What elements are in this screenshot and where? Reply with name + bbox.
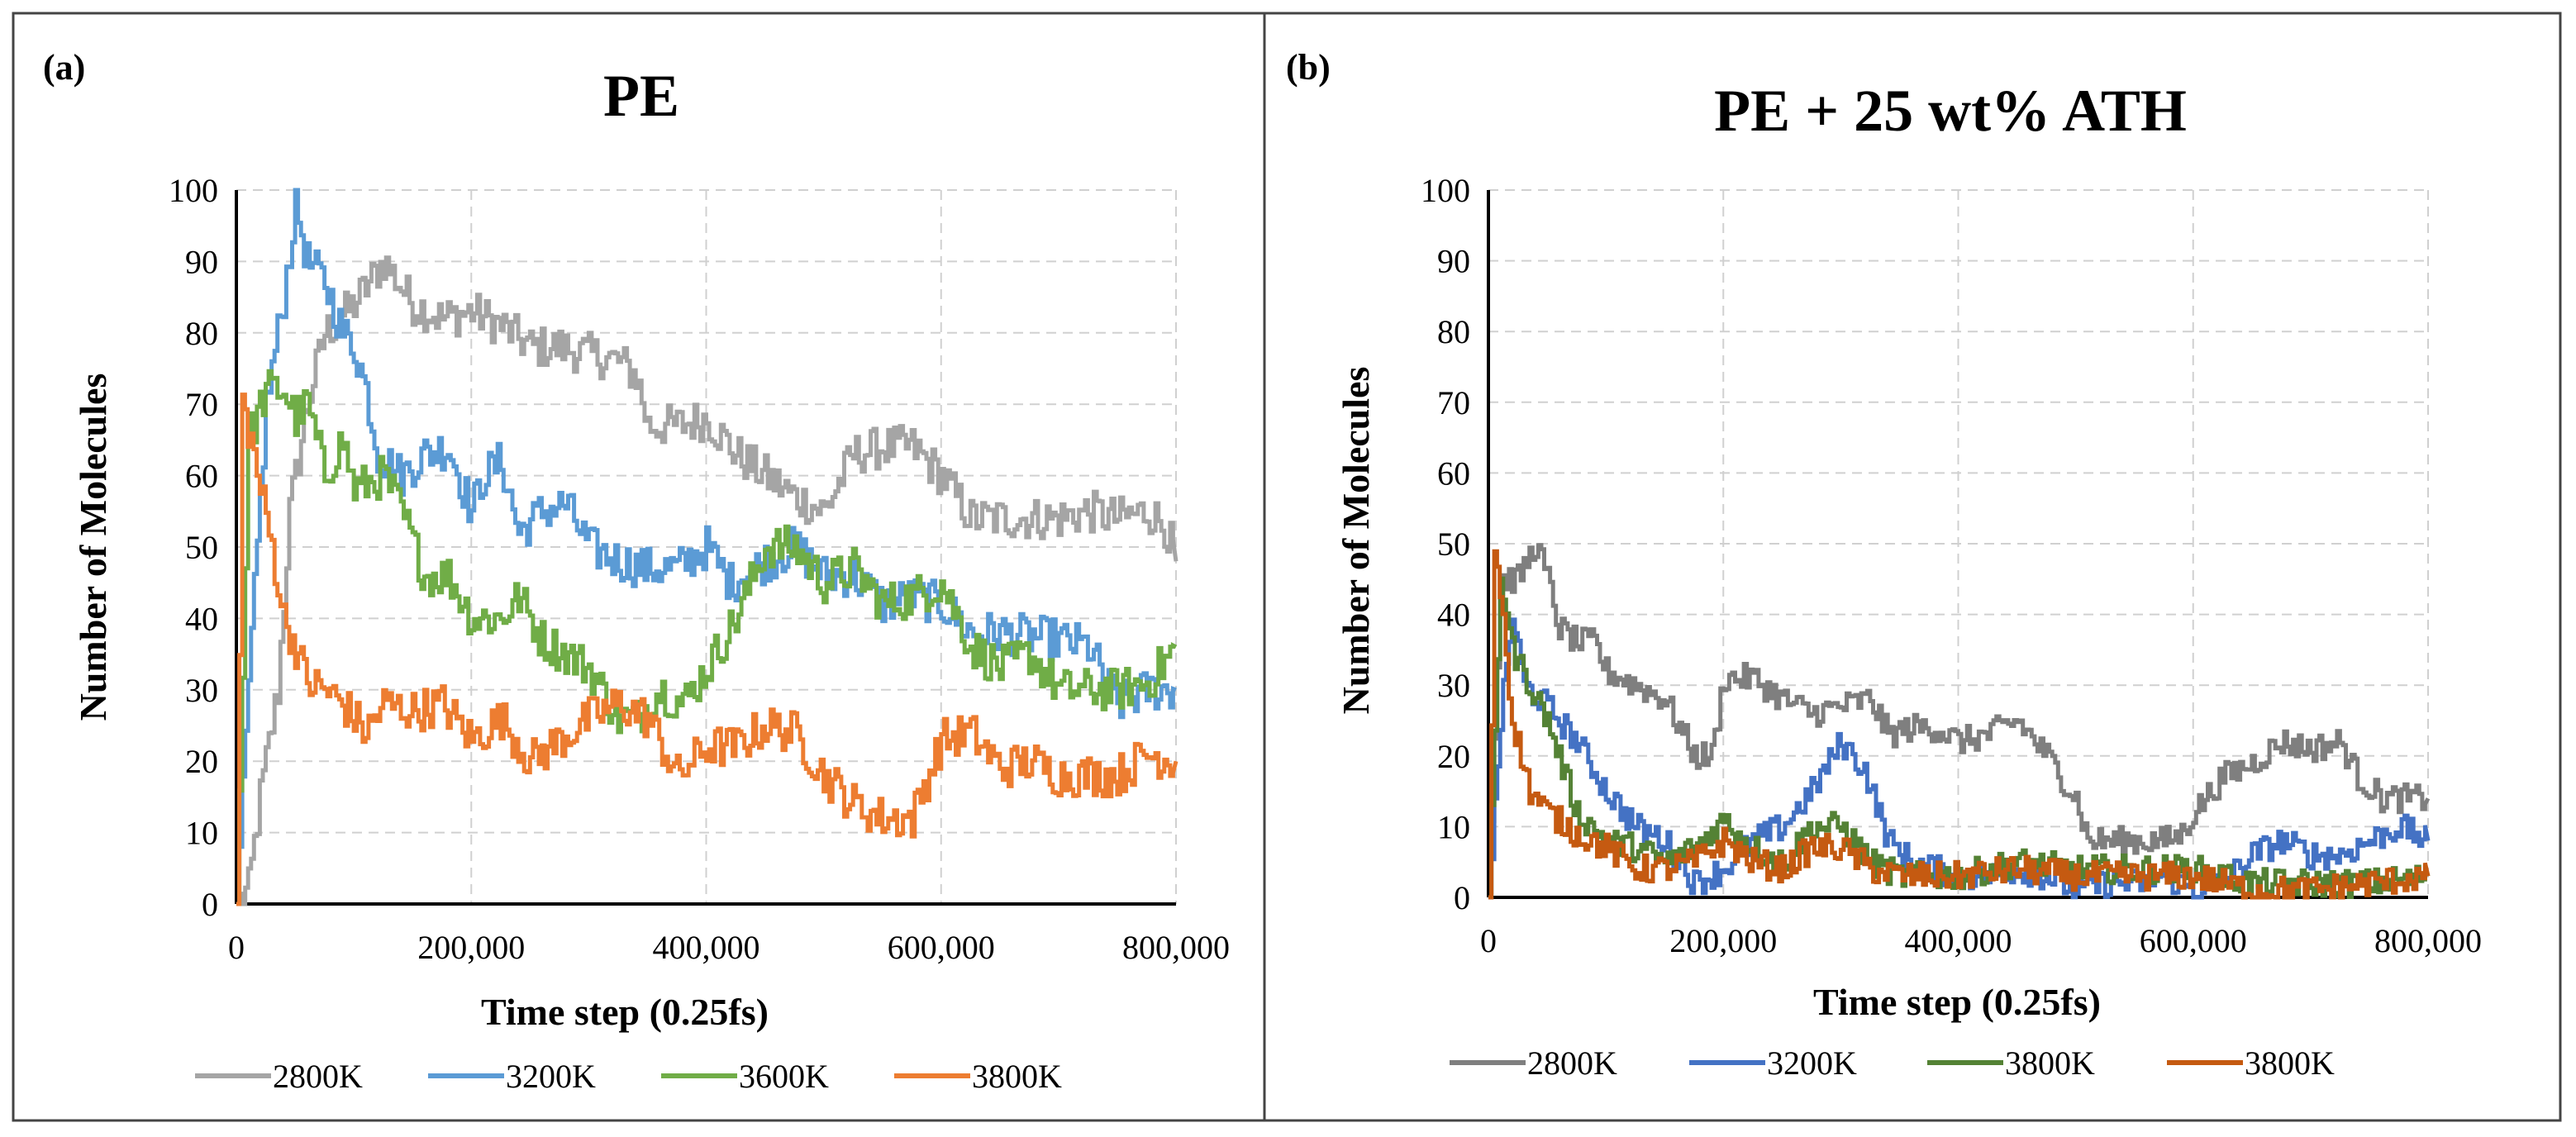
x-tick-label: 800,000 — [1122, 929, 1230, 966]
legend-label: 3800K — [2005, 1044, 2095, 1082]
y-tick-label: 10 — [1437, 808, 1470, 845]
x-axis-title: Time step (0.25fs) — [481, 991, 769, 1033]
y-tick-label: 70 — [1437, 384, 1470, 421]
series-line-3600k — [236, 369, 1178, 906]
y-tick-label: 50 — [1437, 526, 1470, 563]
y-tick-label: 10 — [185, 815, 218, 852]
chart-title: PE — [603, 63, 679, 129]
legend-label: 3600K — [739, 1058, 829, 1095]
y-tick-label: 50 — [185, 529, 218, 566]
series-line-2800k — [236, 255, 1178, 906]
y-tick-label: 0 — [1454, 879, 1470, 916]
x-axis-title: Time step (0.25fs) — [1813, 981, 2101, 1023]
legend-label: 3200K — [506, 1058, 596, 1095]
series-line-2800k — [1488, 543, 2431, 900]
x-tick-label: 400,000 — [1905, 922, 2012, 959]
panel-label: (b) — [1286, 47, 1331, 88]
y-tick-label: 70 — [185, 386, 218, 423]
y-tick-label: 0 — [202, 886, 218, 923]
legend-label: 2800K — [273, 1058, 363, 1095]
y-tick-label: 30 — [185, 672, 218, 709]
x-tick-label: 600,000 — [2140, 922, 2247, 959]
x-tick-label: 0 — [1480, 922, 1497, 959]
y-tick-label: 100 — [1421, 172, 1470, 209]
y-tick-label: 90 — [185, 243, 218, 280]
series-line-3800k — [236, 392, 1178, 906]
y-tick-label: 60 — [185, 458, 218, 495]
x-tick-label: 200,000 — [417, 929, 525, 966]
y-tick-label: 20 — [185, 743, 218, 780]
panel-label: (a) — [43, 47, 85, 88]
legend-label: 3200K — [1767, 1044, 1857, 1082]
x-tick-label: 200,000 — [1669, 922, 1777, 959]
y-tick-label: 80 — [1437, 313, 1470, 350]
series-line-3800k — [1488, 549, 2431, 900]
y-axis-title: Number of Molecules — [1335, 367, 1377, 715]
legend-label: 3800K — [972, 1058, 1062, 1095]
x-tick-label: 600,000 — [888, 929, 995, 966]
y-axis-title: Number of Molecules — [72, 373, 114, 721]
x-tick-label: 0 — [228, 929, 245, 966]
y-tick-label: 100 — [169, 172, 218, 209]
y-tick-label: 90 — [1437, 243, 1470, 280]
x-tick-label: 400,000 — [653, 929, 760, 966]
panel-b-border — [1263, 12, 2562, 1122]
y-tick-label: 80 — [185, 315, 218, 352]
chart-panel-b: (b) PE + 25 wt% ATH Time step (0.25fs) N… — [1286, 47, 2482, 1082]
legend-label: 3800K — [2245, 1044, 2335, 1082]
y-tick-label: 20 — [1437, 738, 1470, 775]
y-tick-label: 40 — [1437, 597, 1470, 634]
chart-panel-a: (a) PE Time step (0.25fs) Number of Mole… — [43, 47, 1230, 1095]
legend-label: 2800K — [1527, 1044, 1617, 1082]
y-tick-label: 40 — [185, 600, 218, 637]
x-tick-label: 800,000 — [2374, 922, 2482, 959]
y-tick-label: 30 — [1437, 667, 1470, 704]
y-tick-label: 60 — [1437, 454, 1470, 492]
chart-title: PE + 25 wt% ATH — [1714, 78, 2187, 144]
